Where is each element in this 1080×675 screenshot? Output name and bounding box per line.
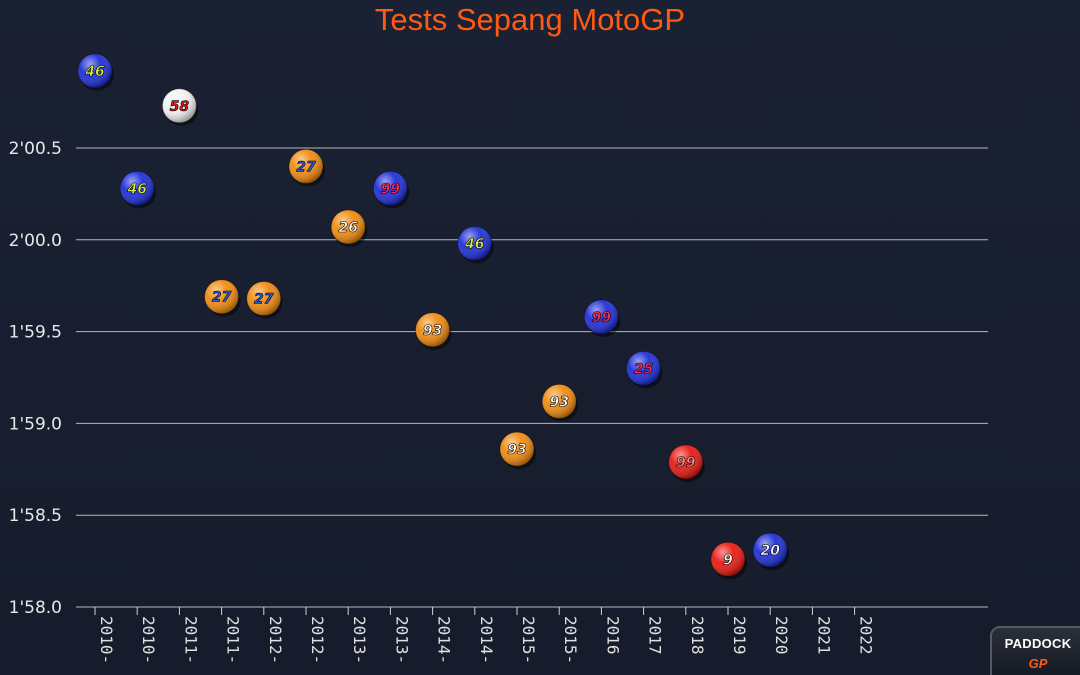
x-tick-label: 2016 — [603, 616, 622, 655]
x-tick-label: 2014- — [435, 616, 454, 664]
y-tick-label: 1'59.5 — [9, 323, 62, 343]
marker-shine — [373, 171, 408, 206]
rider-marker: 93 — [499, 431, 536, 470]
y-tick-label: 1'58.0 — [9, 598, 62, 618]
rider-marker: 27 — [246, 281, 283, 319]
marker-shine — [542, 384, 577, 419]
rider-number: 25 — [634, 361, 654, 377]
x-tick-label: 2022 — [857, 616, 876, 655]
rider-number: 46 — [464, 236, 485, 252]
x-tick-label: 2012- — [308, 616, 327, 664]
rider-number: 27 — [254, 292, 274, 308]
marker-shine — [668, 444, 703, 479]
rider-number: 20 — [760, 543, 780, 559]
chart-title: Tests Sepang MotoGP — [374, 2, 686, 37]
marker-shine — [78, 53, 112, 88]
rider-marker: 99 — [668, 444, 705, 482]
rider-number: 99 — [381, 181, 401, 197]
rider-marker: 26 — [330, 209, 368, 247]
rider-number: 93 — [423, 323, 442, 339]
rider-number: 93 — [507, 442, 526, 458]
y-tick-label: 2'00.5 — [9, 139, 62, 159]
logo-sub: GP — [1028, 656, 1048, 671]
x-tick-label: 2011- — [224, 616, 243, 664]
rider-number: 99 — [592, 310, 612, 326]
rider-number: 27 — [296, 159, 316, 175]
x-tick-label: 2020 — [772, 616, 791, 655]
x-tick-label: 2010- — [139, 616, 158, 664]
rider-number: 9 — [723, 552, 733, 568]
x-tick-label: 2017 — [646, 616, 665, 655]
rider-marker: 99 — [372, 170, 410, 209]
rider-number: 27 — [212, 290, 232, 306]
y-tick-label: 2'00.0 — [9, 231, 62, 251]
x-tick-label: 2019 — [730, 616, 749, 655]
rider-marker: 9 — [710, 541, 747, 580]
marker-shine — [246, 281, 281, 316]
x-tick-label: 2018 — [688, 616, 707, 655]
rider-number: 26 — [338, 220, 358, 236]
rider-marker: 46 — [119, 170, 157, 209]
x-tick-label: 2021 — [814, 616, 833, 655]
rider-marker: 93 — [415, 312, 452, 350]
marker-shine — [584, 299, 619, 334]
rider-number: 99 — [676, 455, 696, 471]
y-tick-label: 1'59.0 — [9, 414, 62, 434]
y-tick-label: 1'58.5 — [9, 506, 62, 526]
rider-marker: 27 — [288, 148, 325, 187]
x-tick-label: 2011- — [181, 616, 200, 664]
marker-shine — [626, 351, 661, 386]
marker-shine — [753, 533, 788, 568]
marker-shine — [500, 432, 534, 467]
rider-marker: 46 — [77, 53, 114, 91]
rider-number: 46 — [126, 181, 147, 197]
marker-shine — [289, 149, 323, 184]
logo-text: PADDOCK — [1004, 636, 1072, 651]
marker-shine — [331, 209, 366, 244]
marker-shine — [457, 226, 492, 261]
paddock-gp-logo: PADDOCK GP — [990, 626, 1080, 675]
rider-marker: 25 — [626, 350, 663, 389]
marker-shine — [204, 279, 239, 314]
marker-shine — [711, 542, 745, 577]
x-tick-label: 2015- — [519, 616, 538, 664]
rider-number: 46 — [84, 64, 105, 80]
marker-shine — [162, 88, 197, 123]
x-tick-label: 2012- — [266, 616, 285, 664]
rider-marker: 20 — [752, 532, 790, 571]
marker-shine — [415, 312, 450, 347]
x-tick-label: 2010- — [97, 616, 116, 664]
x-tick-label: 2014- — [477, 616, 496, 664]
rider-marker: 93 — [541, 383, 579, 422]
rider-marker: 99 — [583, 299, 621, 337]
rider-number: 93 — [549, 394, 568, 410]
rider-number: 58 — [170, 99, 190, 115]
rider-marker: 46 — [457, 225, 494, 264]
rider-marker: 27 — [204, 279, 241, 317]
x-tick-label: 2013- — [392, 616, 411, 664]
rider-marker: 58 — [161, 88, 199, 126]
x-tick-label: 2013- — [350, 616, 369, 664]
x-tick-label: 2015- — [561, 616, 580, 664]
marker-shine — [120, 171, 155, 206]
